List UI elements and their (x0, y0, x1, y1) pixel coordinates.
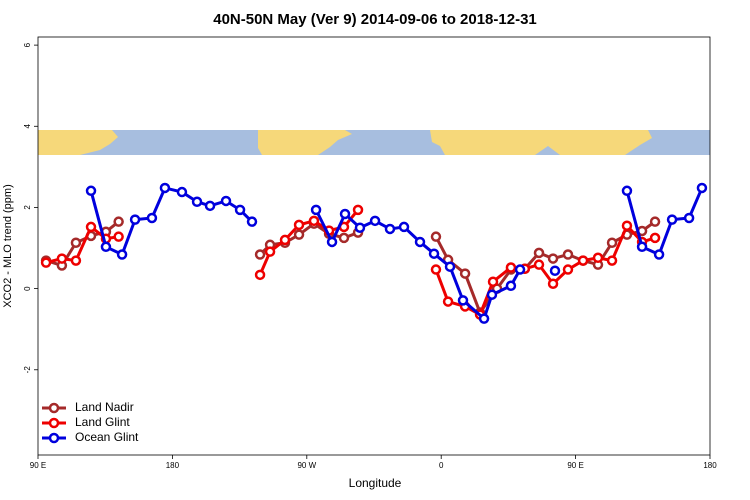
data-point (70, 237, 82, 249)
data-point (85, 185, 97, 197)
legend-marker (48, 417, 60, 429)
legend-label: Ocean Glint (75, 430, 139, 444)
data-point (486, 289, 498, 300)
data-point (683, 212, 695, 224)
data-point (428, 248, 440, 259)
chart-title: 40N-50N May (Ver 9) 2014-09-06 to 2018-1… (213, 11, 537, 28)
data-point (113, 231, 124, 242)
map-band (38, 130, 710, 155)
data-point (592, 252, 604, 264)
data-point (649, 232, 661, 244)
data-point (649, 216, 661, 227)
data-point (430, 231, 442, 242)
y-axis-label: XCO2 - MLO trend (ppm) (2, 184, 14, 307)
data-point (326, 236, 338, 248)
data-point (146, 212, 158, 224)
data-point (176, 186, 188, 198)
data-point (549, 265, 561, 277)
data-point (636, 241, 648, 253)
data-point (310, 204, 322, 216)
x-tick-label: 90 E (567, 461, 583, 470)
data-point (246, 216, 258, 227)
data-point (457, 295, 469, 306)
data-point (220, 195, 232, 207)
data-point (562, 249, 574, 260)
data-point (505, 280, 517, 292)
data-point (606, 255, 618, 266)
data-point (308, 215, 320, 227)
data-point (487, 276, 499, 287)
data-point (621, 185, 633, 197)
y-tick-label: 0 (23, 286, 32, 291)
data-point (606, 237, 618, 249)
data-point (696, 182, 708, 194)
y-tick-label: 4 (23, 124, 32, 129)
series-line (625, 187, 704, 257)
data-point (204, 200, 216, 212)
data-point (562, 264, 574, 275)
data-point (293, 219, 305, 231)
x-axis-label: Longitude (349, 476, 402, 490)
data-point (116, 249, 128, 260)
data-point (100, 241, 112, 253)
data-point (533, 259, 545, 270)
data-point (533, 247, 545, 259)
x-tick-label: 90 W (297, 461, 316, 470)
data-point (85, 221, 97, 233)
data-point (40, 257, 52, 268)
data-point (621, 220, 633, 231)
legend-marker (48, 402, 60, 414)
y-tick-label: 6 (23, 42, 32, 47)
data-point (279, 234, 291, 246)
data-point (666, 214, 678, 225)
data-point (653, 249, 665, 260)
x-tick-label: 180 (703, 461, 717, 470)
data-point (191, 196, 203, 208)
x-tick-label: 0 (439, 461, 444, 470)
data-point (547, 278, 559, 289)
data-point (254, 249, 266, 260)
data-point (459, 268, 471, 279)
data-point (56, 253, 68, 264)
data-point (444, 261, 456, 272)
legend-label: Land Nadir (75, 400, 134, 414)
data-point (234, 204, 246, 216)
series-line (434, 220, 656, 316)
data-point (547, 253, 559, 264)
data-point (478, 313, 490, 324)
legend-label: Land Glint (75, 415, 130, 429)
data-point (113, 216, 124, 227)
data-point (352, 204, 364, 216)
y-tick-label: 2 (23, 205, 32, 210)
data-point (430, 264, 442, 275)
legend-marker (48, 432, 60, 444)
data-point (442, 296, 454, 307)
x-tick-label: 180 (166, 461, 180, 470)
data-point (354, 222, 366, 233)
data-point (129, 214, 141, 225)
data-point (70, 255, 82, 266)
data-point (159, 182, 171, 194)
x-tick-label: 90 E (30, 461, 46, 470)
data-point (369, 215, 381, 227)
data-point (339, 208, 351, 220)
data-point (264, 246, 276, 257)
data-point (577, 255, 589, 266)
data-point (384, 223, 396, 235)
plot-frame (37, 36, 711, 456)
data-point (514, 264, 526, 275)
data-point (293, 229, 305, 240)
data-point (505, 262, 517, 273)
data-point (414, 236, 426, 248)
data-point (398, 221, 410, 233)
y-tick-label: -2 (23, 366, 32, 374)
data-point (338, 232, 350, 244)
data-point (254, 269, 266, 281)
